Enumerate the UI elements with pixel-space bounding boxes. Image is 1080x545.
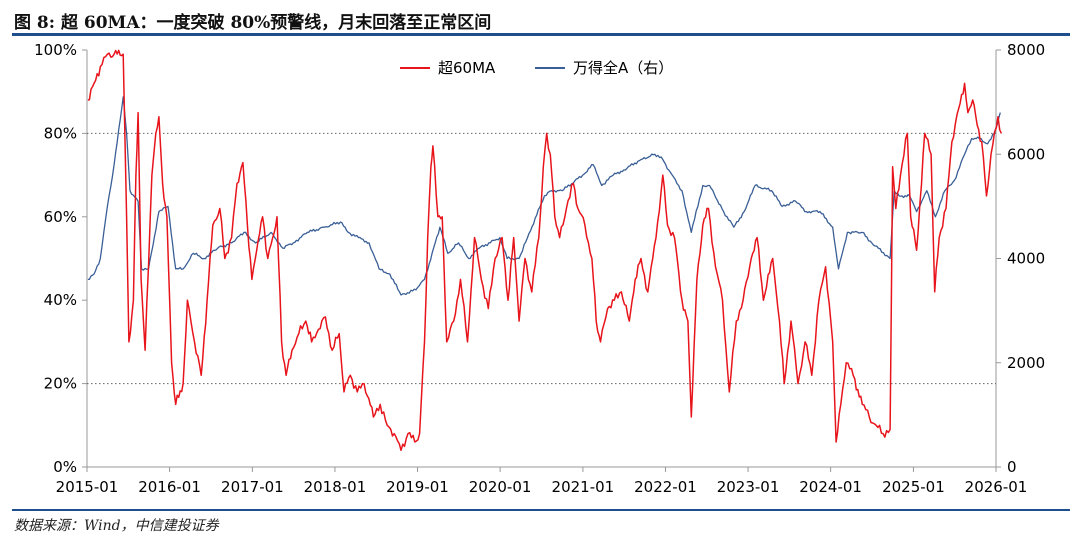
y-right-tick-label: 8000 xyxy=(1007,41,1045,59)
x-axis: 2015-01 2016-01 2017-01 2018-01 2019-01 2020-… xyxy=(56,467,1028,496)
chart-title: 图 8: 超 60MA：一度突破 80%预警线，月末回落至正常区间 xyxy=(14,13,492,33)
y-right-tick-label: 6000 xyxy=(1007,145,1045,163)
x-tick-label: 2023-01 xyxy=(717,478,780,496)
left-axis: 0% 20% 40% 60% 80% 100% xyxy=(34,41,87,476)
y-left-tick-label: 20% xyxy=(44,375,77,393)
legend-label: 超60MA xyxy=(438,59,496,77)
legend: 超60MA 万得全A（右） xyxy=(400,59,673,77)
plot-frame xyxy=(86,50,997,468)
x-tick-label: 2019-01 xyxy=(386,478,449,496)
x-tick-label: 2015-01 xyxy=(56,478,119,496)
y-left-tick-label: 80% xyxy=(44,124,77,142)
y-right-tick-label: 0 xyxy=(1007,458,1017,476)
x-tick-label: 2017-01 xyxy=(221,478,284,496)
reference-lines xyxy=(87,132,996,385)
x-tick-label: 2018-01 xyxy=(304,478,367,496)
x-tick-label: 2020-01 xyxy=(469,478,532,496)
chart-area: 0% 20% 40% 60% 80% 100% 0 2000 4000 6000 8000 201… xyxy=(34,41,1045,496)
y-right-tick-label: 2000 xyxy=(1007,354,1045,372)
y-left-tick-label: 100% xyxy=(34,41,77,59)
right-axis: 0 2000 4000 6000 8000 xyxy=(996,41,1045,476)
x-tick-label: 2025-01 xyxy=(882,478,945,496)
x-tick-label: 2022-01 xyxy=(634,478,697,496)
footer-rule xyxy=(12,509,1070,511)
x-tick-label: 2021-01 xyxy=(552,478,615,496)
x-tick-label: 2024-01 xyxy=(799,478,862,496)
title-rule xyxy=(12,33,1070,36)
y-left-tick-label: 0% xyxy=(53,458,77,476)
series-layer xyxy=(87,49,1003,452)
source-note: 数据来源：Wind，中信建投证券 xyxy=(14,518,219,534)
y-right-tick-label: 4000 xyxy=(1007,250,1045,268)
legend-label: 万得全A（右） xyxy=(573,59,673,77)
series-line xyxy=(87,49,1003,452)
x-tick-label: 2016-01 xyxy=(138,478,201,496)
y-left-tick-label: 60% xyxy=(44,208,77,226)
x-tick-label: 2026-01 xyxy=(965,478,1028,496)
series-line xyxy=(87,96,1001,296)
y-left-tick-label: 40% xyxy=(44,291,77,309)
